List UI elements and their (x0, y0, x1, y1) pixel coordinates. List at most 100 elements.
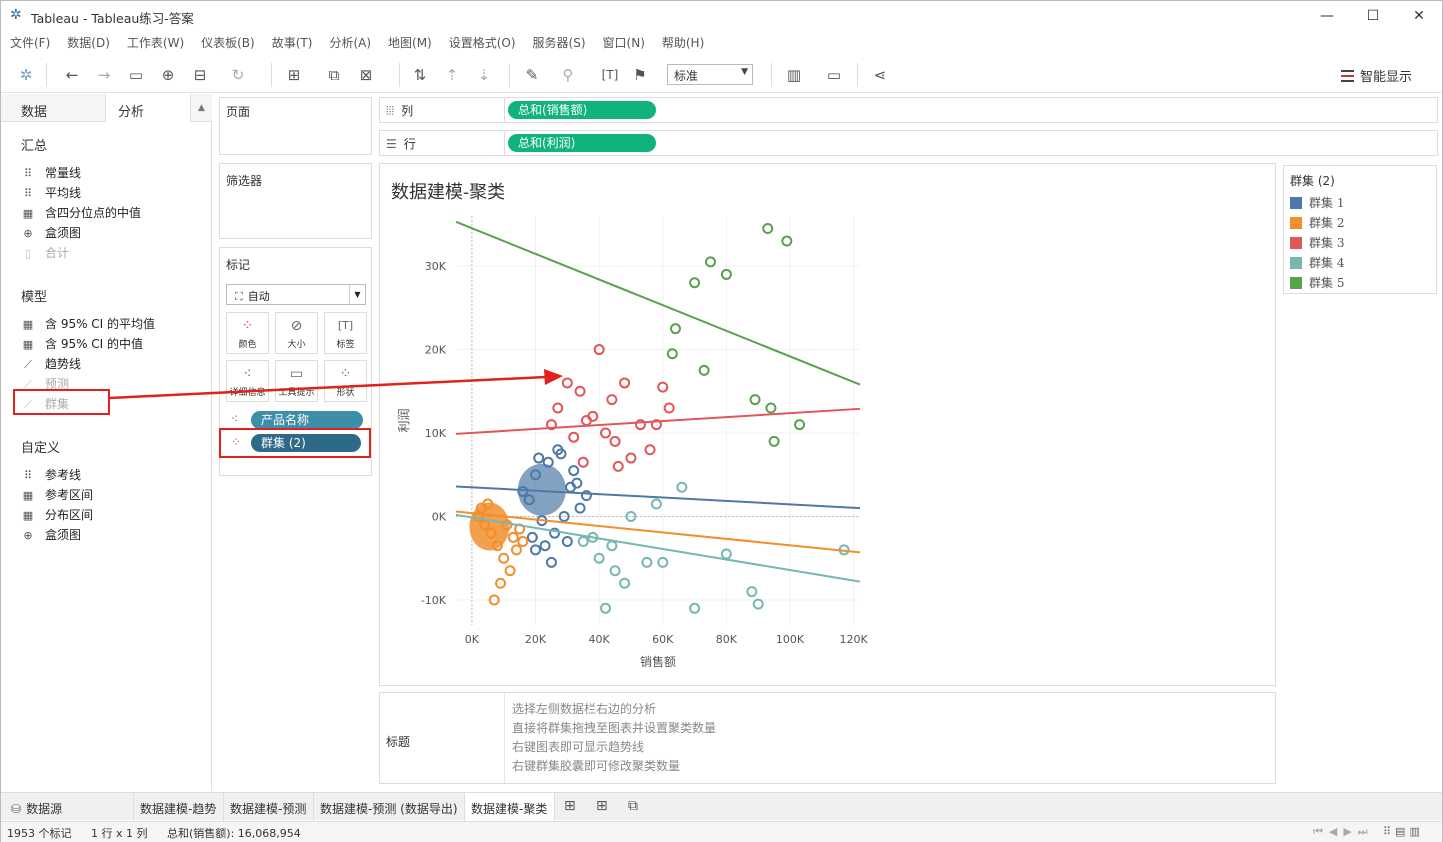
caption-panel[interactable]: 标题 选择左侧数据栏右边的分析 直接将群集拖拽至图表并设置聚类数量 右键图表即可… (379, 692, 1276, 784)
pane-menu-icon[interactable]: ▲ (198, 103, 205, 113)
menu-map[interactable]: 地图(M) (388, 36, 432, 50)
menu-analysis[interactable]: 分析(A) (329, 36, 372, 50)
sort-descending-icon[interactable]: ⇣ (477, 66, 491, 84)
size-button[interactable]: ⊘ 大小 (275, 312, 318, 354)
pages-card[interactable]: 页面 (219, 97, 372, 155)
analytics-median-quartiles[interactable]: ▦ 含四分位点的中值 (22, 206, 142, 220)
toolbar: ✲ ← → ▭ ⊕ ⊟ ↻ ⊞ ⧉ ⊠ ⇅ ⇡ ⇣ ✎ ⚲ [T] ⚑ 标准 ▼… (1, 57, 1442, 93)
fix-axes-icon[interactable]: ⚑ (633, 66, 647, 84)
scatter-chart[interactable]: 0K 20K 40K 60K 80K 100K 120K -10K 0K 10K 20K 30K 销售额… (380, 164, 1275, 685)
refresh-icon[interactable]: ↻ (231, 66, 245, 84)
fit-dropdown[interactable]: 标准 ▼ (667, 64, 753, 85)
tab-datasource[interactable]: ⛁ 数据源 (1, 793, 134, 821)
analytics-trend-line[interactable]: ⟋ 趋势线 (21, 355, 81, 375)
new-worksheet-icon[interactable]: ⊞ (287, 66, 301, 84)
analytics-median-ci[interactable]: ▦ 含 95% CI 的中值 (22, 337, 144, 351)
menu-help[interactable]: 帮助(H) (661, 36, 705, 50)
save-icon[interactable]: ▭ (128, 66, 144, 84)
new-dashboard-icon[interactable]: ⊞ (596, 798, 608, 814)
totals-icon: ▯ (24, 247, 32, 260)
analytics-constant-line[interactable]: ⠿ 常量线 (21, 164, 81, 184)
view-mode-icon[interactable]: ⠿▤▥ (1383, 825, 1424, 838)
legend-item-cluster-2[interactable]: 群集 2 (1286, 213, 1344, 233)
sheet-tab-trend[interactable]: 数据建模-趋势 (134, 793, 224, 821)
sort-ascending-icon[interactable]: ⇡ (445, 66, 459, 84)
legend-item-cluster-3[interactable]: 群集 3 (1286, 233, 1344, 253)
legend-item-cluster-1[interactable]: 群集 1 (1286, 193, 1344, 213)
analytics-cluster[interactable]: ⟋ 群集 (21, 395, 69, 415)
undo-icon[interactable]: ← (65, 66, 79, 84)
menu-server[interactable]: 服务器(S) (532, 36, 586, 50)
analytics-distribution-band[interactable]: ▦ 分布区间 (22, 508, 94, 522)
highlight-icon[interactable]: ✎ (525, 66, 539, 84)
label-button[interactable]: [T] 标签 (324, 312, 367, 354)
group-members-icon[interactable]: ⚲ (562, 66, 574, 84)
data-point-cluster-1 (552, 444, 564, 456)
tab-analysis[interactable]: 分析 (105, 94, 191, 122)
pill-product-name[interactable]: 产品名称 (251, 411, 363, 429)
swap-rows-columns-icon[interactable]: ⇅ (413, 66, 427, 84)
filters-card[interactable]: 筛选器 (219, 163, 372, 239)
columns-shelf[interactable]: 总和(销售额) (504, 97, 1438, 123)
show-labels-icon[interactable]: [T] (601, 68, 619, 82)
tableau-home-icon[interactable]: ✲ (19, 66, 33, 84)
pause-updates-icon[interactable]: ⊟ (193, 66, 207, 84)
color-button[interactable]: ⁘ 颜色 (226, 312, 269, 354)
minimize-button[interactable]: — (1320, 8, 1334, 24)
menu-format[interactable]: 设置格式(O) (448, 36, 516, 50)
y-axis-title: 利润 (397, 408, 411, 432)
legend-item-cluster-4[interactable]: 群集 4 (1286, 253, 1344, 273)
menu-window[interactable]: 窗口(N) (602, 36, 645, 50)
color-legend[interactable]: 群集 (2) 群集 1 群集 2 群集 3 群集 4 群集 5 (1283, 165, 1437, 294)
pill-sum-profit[interactable]: 总和(利润) (508, 134, 656, 152)
menu-data[interactable]: 数据(D) (67, 36, 110, 50)
analytics-reference-line[interactable]: ⠿ 参考线 (21, 466, 81, 486)
legend-item-cluster-5[interactable]: 群集 5 (1286, 273, 1344, 293)
show-me-button[interactable]: 智能显示 (1341, 66, 1412, 85)
analytics-average-ci[interactable]: ▦ 含 95% CI 的平均值 (22, 317, 156, 331)
close-button[interactable]: ✕ (1413, 8, 1425, 24)
presentation-mode-icon[interactable]: ▭ (826, 66, 842, 84)
pill-cluster[interactable]: 群集 (2) (251, 434, 361, 452)
tooltip-button[interactable]: ▭ 工具提示 (275, 360, 318, 402)
detail-button[interactable]: ⁖ 详细信息 (226, 360, 269, 402)
new-story-icon[interactable]: ⧉ (628, 798, 638, 814)
analytics-totals[interactable]: ▯ 合计 (21, 244, 69, 264)
data-point-cluster-1 (558, 510, 570, 522)
new-datasource-icon[interactable]: ⊕ (161, 66, 175, 84)
duplicate-sheet-icon[interactable]: ⧉ (328, 66, 340, 84)
maximize-button[interactable]: ☐ (1366, 8, 1380, 24)
menu-file[interactable]: 文件(F) (10, 36, 51, 50)
data-point-cluster-3 (663, 402, 675, 414)
menu-dashboard[interactable]: 仪表板(B) (201, 36, 255, 50)
show-cards-icon[interactable]: ▥ (786, 66, 802, 84)
x-tick-label: 120K (840, 633, 869, 646)
clear-sheet-icon[interactable]: ⊠ (359, 66, 373, 84)
sheet-tab-cluster[interactable]: 数据建模-聚类 (465, 793, 555, 821)
menu-story[interactable]: 故事(T) (271, 36, 313, 50)
new-worksheet-icon[interactable]: ⊞ (564, 798, 576, 814)
worksheet-view[interactable]: 数据建模-聚类 0K 20K 40K 60K 80K 100K 120K -10K 0K 10K 2… (379, 163, 1276, 686)
pill-sum-sales[interactable]: 总和(销售额) (508, 101, 656, 119)
sheet-tab-forecast[interactable]: 数据建模-预测 (224, 793, 314, 821)
redo-icon[interactable]: → (97, 66, 111, 84)
analytics-average-line[interactable]: ⠿ 平均线 (21, 184, 81, 204)
share-icon[interactable]: ⋖ (873, 66, 887, 84)
data-point-cluster-1 (580, 490, 592, 502)
analytics-box-plot-custom[interactable]: ⊕ 盒须图 (21, 526, 81, 546)
analytics-reference-band[interactable]: ▦ 参考区间 (22, 488, 94, 502)
menu-worksheet[interactable]: 工作表(W) (126, 36, 185, 50)
data-point-cluster-5 (768, 435, 780, 447)
shape-button[interactable]: ⁘ 形状 (324, 360, 367, 402)
sheet-navigation-icon[interactable]: ⏮◀▶⏭ (1313, 825, 1374, 838)
reference-line-icon: ⠿ (23, 469, 33, 482)
sheet-tab-forecast-export[interactable]: 数据建模-预测 (数据导出) (314, 793, 465, 821)
tab-data[interactable]: 数据 (21, 105, 48, 120)
reference-band-icon: ▦ (22, 489, 34, 502)
analytics-forecast[interactable]: ⟋ 预测 (21, 375, 69, 395)
analytics-box-plot[interactable]: ⊕ 盒须图 (21, 224, 81, 244)
mark-type-dropdown[interactable]: ⛶ 自动 ▼ (226, 284, 366, 305)
rows-shelf[interactable]: 总和(利润) (504, 130, 1438, 156)
automatic-mark-icon: ⛶ (235, 290, 243, 303)
data-point-cluster-5 (720, 268, 732, 280)
